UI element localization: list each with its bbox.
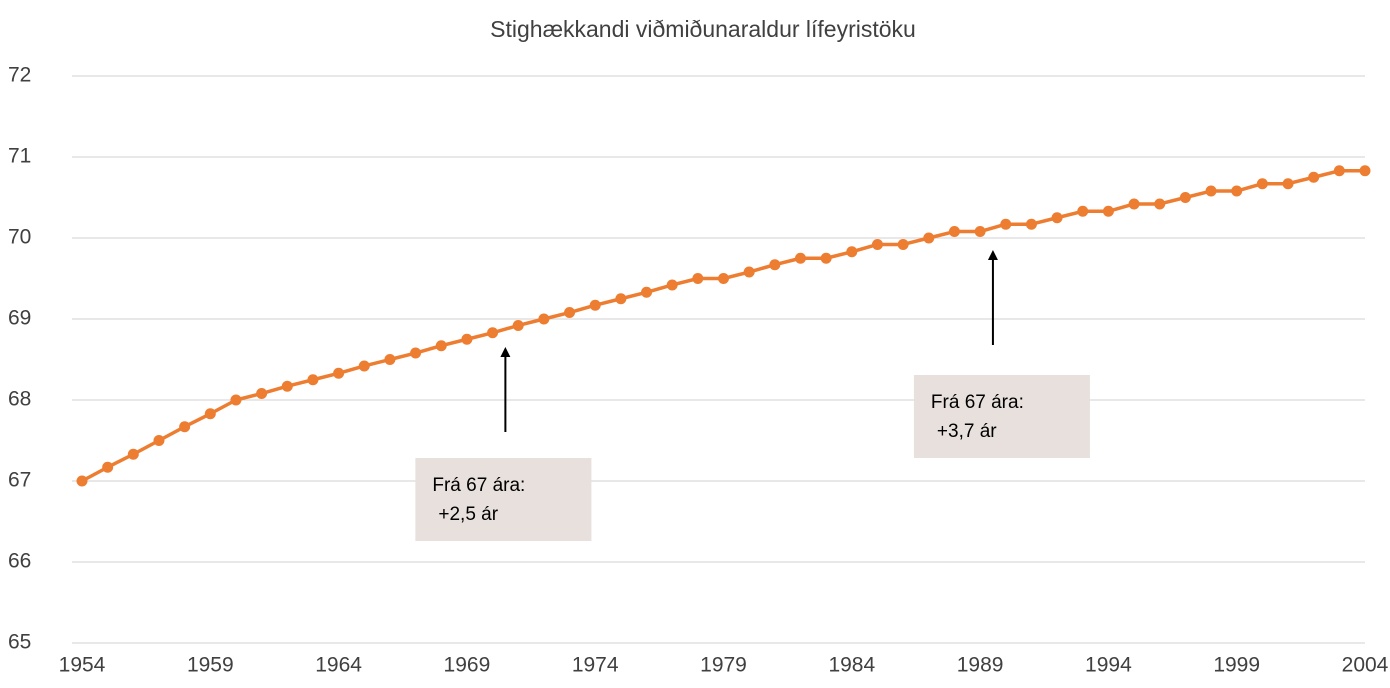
data-point	[307, 374, 319, 386]
data-point	[897, 238, 909, 250]
data-point	[923, 232, 935, 244]
data-point	[1077, 205, 1089, 217]
data-point	[1025, 218, 1037, 230]
data-point	[1308, 171, 1320, 183]
data-point	[1102, 205, 1114, 217]
data-point	[487, 327, 499, 339]
data-point	[974, 226, 986, 238]
data-point	[384, 354, 396, 365]
data-point	[538, 313, 550, 325]
data-point	[76, 475, 88, 487]
x-tick-label: 2004	[1342, 654, 1389, 677]
data-point	[179, 421, 191, 433]
data-point	[410, 347, 422, 359]
data-point	[615, 293, 627, 305]
data-point	[846, 246, 858, 258]
data-point	[256, 388, 268, 400]
data-point	[153, 435, 165, 446]
annotation-text: Frá 67 ára:	[931, 392, 1024, 413]
data-point	[1359, 165, 1371, 177]
data-point	[461, 333, 473, 345]
data-point	[1051, 212, 1063, 224]
data-point	[1282, 178, 1294, 190]
data-point	[204, 408, 216, 420]
data-point	[230, 394, 242, 406]
y-tick-label: 67	[8, 469, 31, 492]
series-line	[81, 169, 1365, 483]
annotation-text: Frá 67 ára:	[432, 475, 525, 496]
data-point	[641, 286, 653, 298]
data-point	[743, 266, 755, 278]
x-tick-label: 1999	[1213, 654, 1260, 677]
data-point	[1179, 192, 1191, 203]
x-tick-label: 1974	[572, 654, 619, 677]
data-point	[1154, 198, 1166, 210]
chart-title: Stighækkandi viðmiðunaraldur lífeyristök…	[490, 16, 916, 42]
y-tick-label: 70	[8, 226, 31, 249]
data-point	[435, 340, 447, 352]
data-point	[1000, 218, 1012, 230]
y-tick-label: 71	[8, 145, 31, 168]
y-tick-label: 69	[8, 307, 31, 330]
data-point	[1256, 178, 1268, 190]
data-point	[589, 299, 601, 311]
data-point	[127, 448, 139, 460]
annotation-box	[415, 458, 592, 541]
x-tick-label: 1954	[59, 654, 106, 677]
data-point	[1128, 198, 1140, 210]
data-point	[333, 367, 345, 379]
y-tick-label: 66	[8, 550, 31, 573]
x-tick-label: 1989	[957, 654, 1004, 677]
data-point	[281, 380, 293, 392]
data-point	[512, 319, 524, 331]
data-point	[948, 226, 960, 238]
y-tick-label: 68	[8, 388, 31, 411]
annotation-text: +3,7 ár	[937, 421, 997, 442]
y-tick-label: 65	[8, 631, 31, 654]
data-point	[820, 252, 832, 264]
data-point	[692, 273, 704, 284]
x-tick-label: 1994	[1085, 654, 1132, 677]
data-point	[1333, 165, 1345, 177]
data-point	[794, 252, 806, 264]
annotation-text: +2,5 ár	[438, 504, 498, 525]
data-point	[1231, 185, 1243, 197]
data-point	[358, 360, 370, 372]
data-point	[769, 259, 781, 271]
data-point	[102, 461, 114, 473]
data-point	[718, 273, 729, 284]
x-tick-label: 1969	[444, 654, 491, 677]
annotation-box	[913, 375, 1090, 458]
y-tick-label: 72	[8, 64, 31, 87]
data-point	[666, 279, 678, 291]
data-point	[564, 307, 576, 319]
data-point	[871, 238, 883, 250]
x-tick-label: 1959	[187, 654, 234, 677]
x-tick-label: 1984	[828, 654, 875, 677]
x-tick-label: 1964	[315, 654, 362, 677]
data-point	[1205, 185, 1217, 197]
x-tick-label: 1979	[700, 654, 747, 677]
